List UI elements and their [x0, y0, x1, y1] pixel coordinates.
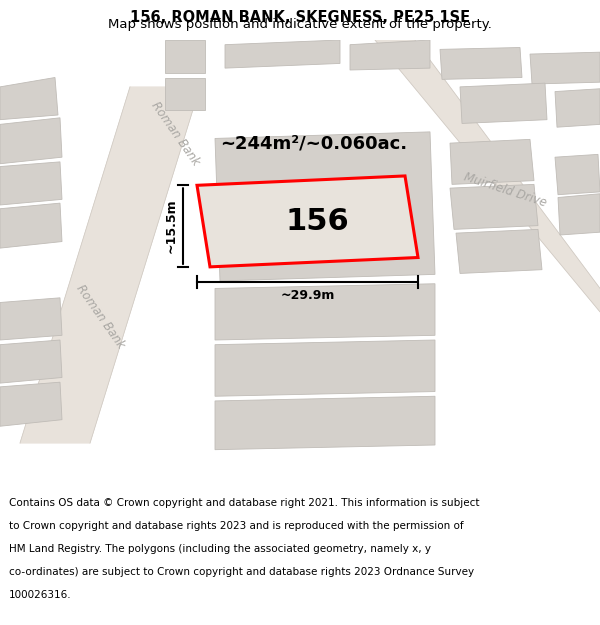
- Text: ~29.9m: ~29.9m: [280, 289, 335, 302]
- Text: co-ordinates) are subject to Crown copyright and database rights 2023 Ordnance S: co-ordinates) are subject to Crown copyr…: [9, 567, 474, 577]
- Polygon shape: [0, 162, 62, 205]
- Polygon shape: [350, 40, 430, 70]
- Polygon shape: [375, 40, 600, 312]
- Polygon shape: [0, 203, 62, 248]
- Polygon shape: [0, 298, 62, 340]
- Polygon shape: [460, 83, 547, 124]
- Text: Muirfield Drive: Muirfield Drive: [462, 171, 548, 209]
- Text: Contains OS data © Crown copyright and database right 2021. This information is : Contains OS data © Crown copyright and d…: [9, 498, 479, 508]
- Polygon shape: [530, 52, 600, 84]
- Polygon shape: [225, 40, 340, 68]
- Polygon shape: [456, 229, 542, 274]
- Text: 156, ROMAN BANK, SKEGNESS, PE25 1SE: 156, ROMAN BANK, SKEGNESS, PE25 1SE: [130, 10, 470, 25]
- Text: 100026316.: 100026316.: [9, 590, 71, 600]
- Text: Roman Bank: Roman Bank: [148, 99, 202, 168]
- Polygon shape: [20, 87, 200, 443]
- Text: to Crown copyright and database rights 2023 and is reproduced with the permissio: to Crown copyright and database rights 2…: [9, 521, 464, 531]
- Text: HM Land Registry. The polygons (including the associated geometry, namely x, y: HM Land Registry. The polygons (includin…: [9, 544, 431, 554]
- Polygon shape: [450, 184, 538, 229]
- Polygon shape: [555, 89, 600, 127]
- Text: Map shows position and indicative extent of the property.: Map shows position and indicative extent…: [108, 18, 492, 31]
- Polygon shape: [165, 78, 205, 110]
- Text: 156: 156: [286, 207, 349, 236]
- Polygon shape: [0, 340, 62, 383]
- Polygon shape: [440, 48, 522, 79]
- Polygon shape: [0, 382, 62, 426]
- Polygon shape: [555, 154, 600, 195]
- Text: Roman Bank: Roman Bank: [73, 282, 127, 351]
- Polygon shape: [0, 78, 58, 120]
- Polygon shape: [215, 340, 435, 396]
- Polygon shape: [0, 118, 62, 164]
- Polygon shape: [197, 176, 418, 267]
- Polygon shape: [215, 132, 435, 281]
- Text: ~15.5m: ~15.5m: [165, 199, 178, 253]
- Polygon shape: [215, 284, 435, 340]
- Polygon shape: [558, 194, 600, 235]
- Polygon shape: [450, 139, 534, 184]
- Polygon shape: [165, 40, 205, 72]
- Text: ~244m²/~0.060ac.: ~244m²/~0.060ac.: [220, 134, 407, 152]
- Polygon shape: [215, 396, 435, 450]
